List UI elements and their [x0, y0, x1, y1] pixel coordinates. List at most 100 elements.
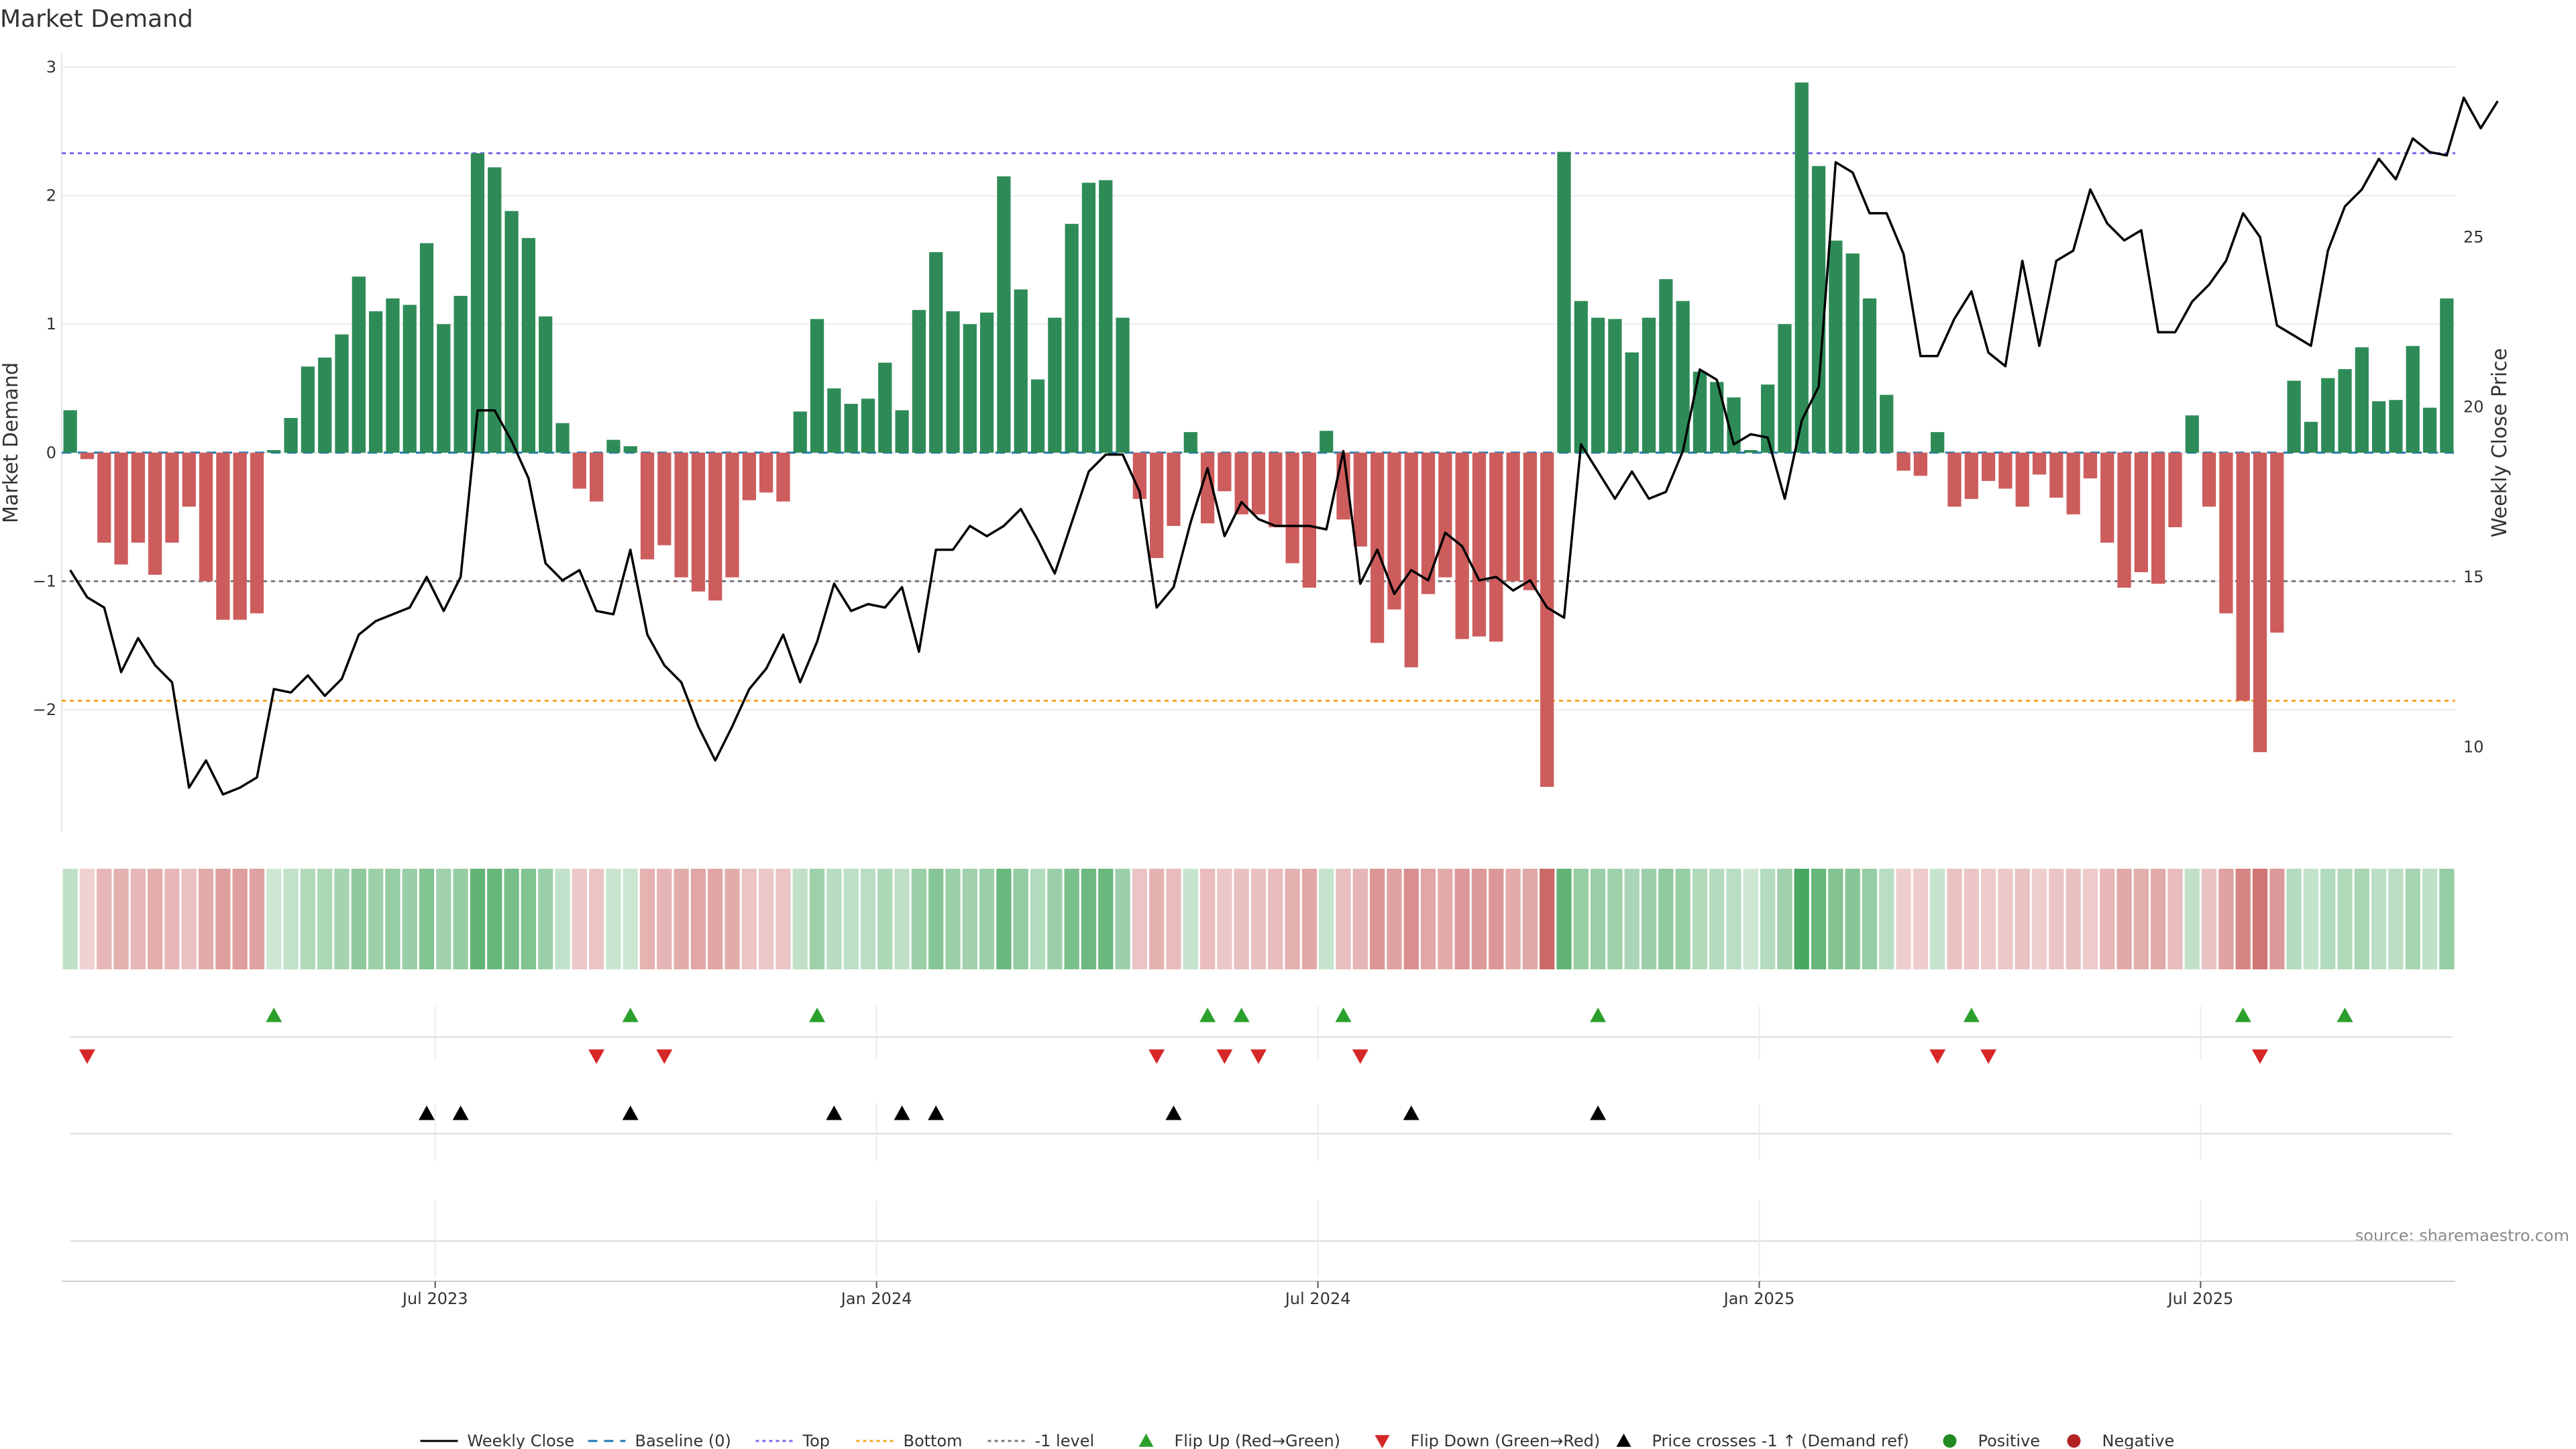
heat-cell [2320, 869, 2336, 969]
demand-bar [2270, 452, 2284, 633]
heat-cell [368, 869, 384, 969]
heat-cell [1319, 869, 1334, 969]
heat-cell [690, 869, 706, 969]
demand-bar [1183, 432, 1197, 453]
heat-cell [300, 869, 316, 969]
heat-cell [1828, 869, 1843, 969]
heat-cell [1132, 869, 1148, 969]
demand-bar [419, 243, 434, 453]
heat-cell [1947, 869, 1962, 969]
demand-bar [1065, 223, 1079, 453]
demand-bar [1880, 394, 1894, 453]
demand-bar [80, 452, 95, 460]
legend-label: Positive [1978, 1432, 2041, 1449]
heat-cell [2252, 869, 2268, 969]
demand-bar [199, 452, 213, 582]
demand-bar [1506, 452, 1520, 582]
demand-bar [2100, 452, 2114, 543]
legend-item-tri-up-green: Flip Up (Red→Green) [1138, 1432, 1340, 1449]
demand-bar [2287, 380, 2301, 453]
demand-bar [131, 452, 145, 543]
flip-down-marker [2251, 1049, 2268, 1064]
heat-cell [1777, 869, 1792, 969]
demand-bar [1642, 317, 1656, 453]
heat-cell [2116, 869, 2132, 969]
heat-cell [1505, 869, 1521, 969]
heat-cell [588, 869, 604, 969]
demand-bar [1150, 452, 1164, 558]
flip-up-marker [1590, 1008, 1607, 1022]
flip-down-marker [1216, 1049, 1233, 1064]
heat-cell [792, 869, 808, 969]
demand-heat-strip [62, 869, 2455, 969]
demand-bar [2151, 452, 2165, 584]
y2-tick-label: 10 [2463, 737, 2484, 756]
legend-item-line: Weekly Close [420, 1432, 574, 1449]
legend-swatch-positive [1943, 1434, 1957, 1448]
demand-bar [674, 452, 688, 578]
demand-bar [1913, 452, 1928, 476]
heat-cell [2405, 869, 2420, 969]
y2-tick-label: 25 [2463, 227, 2484, 246]
legend-label: Flip Down (Green→Red) [1411, 1432, 1601, 1449]
heat-cell [1064, 869, 1079, 969]
demand-bar [2372, 401, 2386, 453]
heat-cell [2422, 869, 2438, 969]
demand-bar [2321, 378, 2335, 453]
price-cross-marker [826, 1106, 843, 1120]
demand-bar [1048, 317, 1062, 453]
demand-bar [1200, 452, 1215, 524]
legend-swatch-cross [1616, 1434, 1631, 1447]
demand-bar [386, 298, 400, 453]
legend-label: Bottom [904, 1432, 963, 1449]
demand-bar [2304, 421, 2318, 453]
demand-bar [759, 452, 773, 493]
demand-bar [1218, 452, 1232, 492]
heat-cell [775, 869, 791, 969]
legend-swatch-flip-up [1138, 1434, 1154, 1447]
demand-bar [1710, 382, 1724, 453]
legend-swatch-negative [2067, 1434, 2081, 1448]
demand-bar [895, 410, 909, 453]
demand-bar [2236, 452, 2250, 701]
demand-bar [1947, 452, 1962, 507]
heat-cell [79, 869, 95, 969]
heat-cell [2201, 869, 2217, 969]
heat-cell [1438, 869, 1453, 969]
flip-up-marker [809, 1008, 826, 1022]
demand-bar [572, 452, 586, 489]
heat-cell [232, 869, 248, 969]
flip-down-marker [1980, 1049, 1997, 1064]
demand-bar [1234, 452, 1248, 515]
x-tick-label: Jul 2024 [1284, 1289, 1351, 1308]
signal-rows [62, 1006, 2455, 1288]
legend: Weekly Close Baseline (0) Top Bottom -1 leve… [420, 1432, 2174, 1449]
heat-cell [470, 869, 486, 969]
flip-up-marker [1199, 1008, 1216, 1022]
demand-bar [335, 334, 349, 453]
legend-item-dot-bottom: Bottom [856, 1432, 963, 1449]
demand-bar [453, 296, 468, 453]
demand-bar [1591, 317, 1605, 453]
flip-up-marker [266, 1008, 282, 1022]
heat-cell [1387, 869, 1402, 969]
demand-bar [369, 311, 383, 453]
heat-cell [1149, 869, 1165, 969]
demand-bar [606, 439, 621, 453]
heat-cell [113, 869, 129, 969]
demand-bar [2338, 369, 2352, 453]
demand-bar [1845, 253, 1860, 453]
heat-cell [1913, 869, 1929, 969]
heat-cell [2354, 869, 2369, 969]
heat-cell [996, 869, 1012, 969]
demand-bar [810, 319, 824, 453]
x-tick-label: Jul 2023 [401, 1289, 468, 1308]
x-tick-label: Jan 2024 [840, 1289, 912, 1308]
heat-cell [62, 869, 78, 969]
demand-bar [1099, 180, 1113, 453]
demand-bar [979, 312, 994, 453]
flip-down-marker [1148, 1049, 1165, 1064]
heat-cell [1250, 869, 1267, 969]
legend-item-dash: Baseline (0) [588, 1432, 731, 1449]
